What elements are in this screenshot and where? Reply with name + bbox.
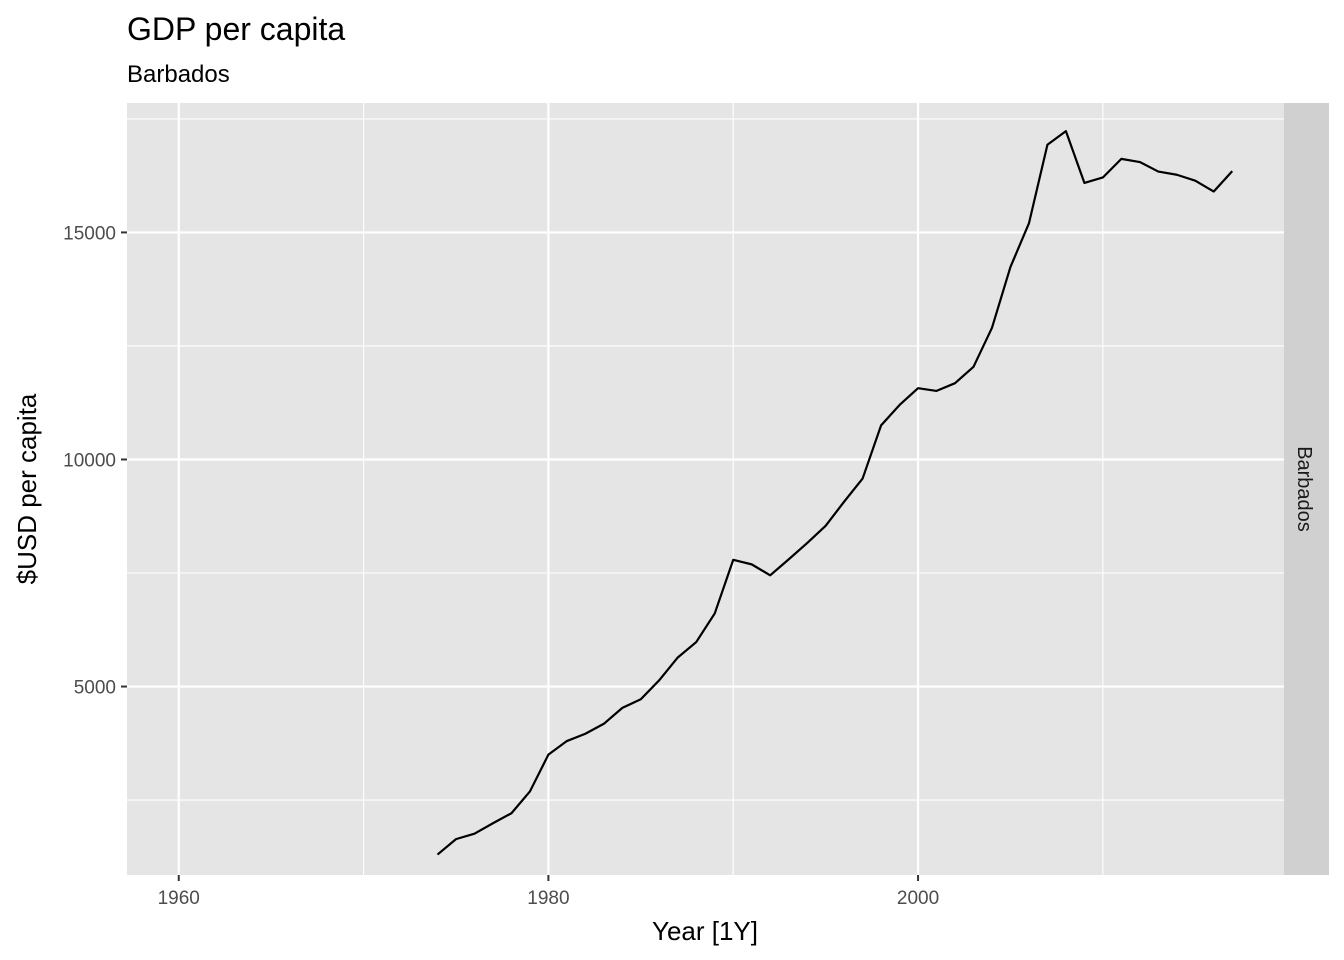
x-tick-label: 1960	[158, 888, 200, 909]
major-grid	[127, 103, 1284, 875]
y-axis: 5000 10000 15000	[63, 223, 127, 699]
chart-subtitle: Barbados	[127, 61, 230, 88]
x-tick-label: 2000	[897, 888, 939, 909]
y-tick-label: 10000	[63, 450, 116, 471]
x-tick-label: 1980	[527, 888, 569, 909]
plot-panel	[127, 103, 1284, 875]
x-axis-title: Year [1Y]	[652, 916, 758, 946]
y-axis-title: $USD per capita	[12, 393, 42, 584]
facet-strip-label: Barbados	[1293, 446, 1315, 532]
facet-strip	[1284, 103, 1329, 875]
y-tick-label: 15000	[63, 223, 116, 244]
y-tick-label: 5000	[74, 678, 116, 699]
chart-title: GDP per capita	[127, 11, 345, 47]
x-axis: 1960 1980 2000	[158, 875, 939, 909]
series-line	[436, 130, 1234, 856]
